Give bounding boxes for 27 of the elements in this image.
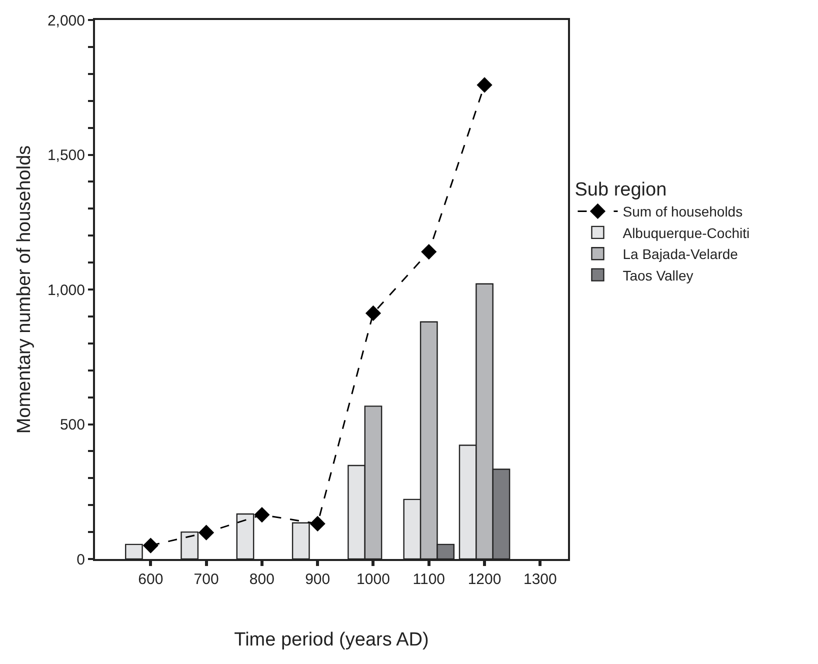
legend-label: Sum of households xyxy=(622,204,743,220)
x-axis-title: Time period (years AD) xyxy=(234,629,429,650)
point xyxy=(421,244,437,260)
y-tick-label: 2,000 xyxy=(47,12,85,30)
x-tick-label: 1200 xyxy=(468,571,502,588)
x-tick-label: 700 xyxy=(194,571,219,588)
x-tick-label: 900 xyxy=(305,571,330,588)
x-tick-label: 800 xyxy=(249,571,274,588)
x-tick-label: 1300 xyxy=(523,571,557,588)
x-tick-label: 600 xyxy=(138,571,164,588)
point xyxy=(365,305,382,322)
point xyxy=(198,524,214,540)
point xyxy=(254,507,270,523)
point xyxy=(476,77,492,93)
legend-label: Taos Valley xyxy=(622,267,694,284)
x-tick-label: 1000 xyxy=(356,571,390,588)
y-axis-title: Momentary number of households xyxy=(14,145,35,434)
legend-label: La Bajada-Velarde xyxy=(622,246,738,262)
legend-title: Sub region xyxy=(574,180,667,201)
y-tick-label: 0 xyxy=(76,551,85,568)
x-tick-label: 1100 xyxy=(412,571,446,588)
point xyxy=(142,538,158,554)
y-tick-label: 500 xyxy=(60,416,85,434)
point xyxy=(310,516,326,532)
y-tick-label: 1,500 xyxy=(47,147,85,164)
legend-label: Albuquerque-Cochiti xyxy=(622,224,750,241)
y-tick-label: 1,000 xyxy=(47,282,85,299)
